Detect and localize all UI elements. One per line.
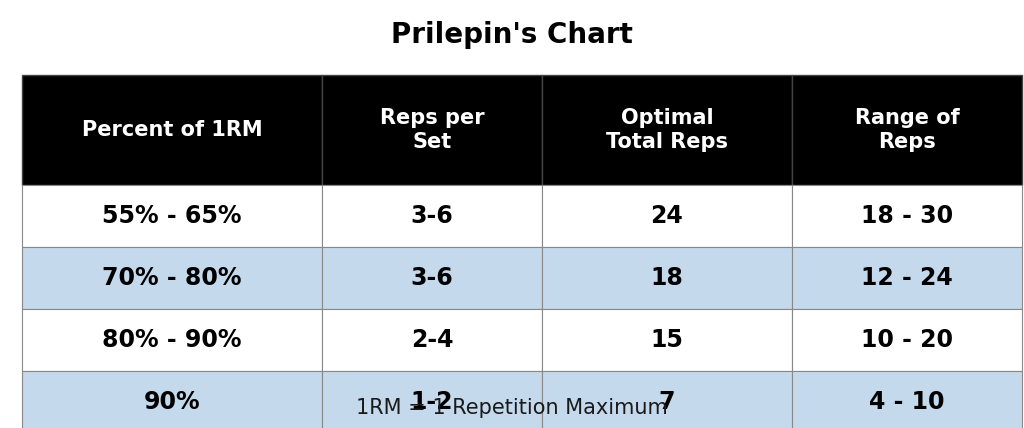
Bar	[322, 75, 542, 185]
Text: 15: 15	[650, 328, 683, 352]
Bar	[792, 247, 1022, 309]
Text: 90%: 90%	[143, 390, 201, 414]
Bar	[792, 75, 1022, 185]
Text: 1RM = 1 Repetition Maximum: 1RM = 1 Repetition Maximum	[356, 398, 668, 418]
Bar	[22, 185, 322, 247]
Bar	[322, 309, 542, 371]
Text: 80% - 90%: 80% - 90%	[102, 328, 242, 352]
Bar	[542, 247, 792, 309]
Text: 55% - 65%: 55% - 65%	[102, 204, 242, 228]
Text: Reps per
Set: Reps per Set	[380, 108, 484, 152]
Text: 3-6: 3-6	[411, 204, 454, 228]
Bar	[22, 75, 322, 185]
Bar	[542, 185, 792, 247]
Bar	[22, 247, 322, 309]
Bar	[542, 75, 792, 185]
Bar	[792, 371, 1022, 428]
Bar	[322, 371, 542, 428]
Text: 24: 24	[650, 204, 683, 228]
Text: Percent of 1RM: Percent of 1RM	[82, 120, 262, 140]
Bar	[322, 185, 542, 247]
Text: 7: 7	[658, 390, 675, 414]
Text: 4 - 10: 4 - 10	[869, 390, 945, 414]
Bar	[322, 247, 542, 309]
Bar	[792, 185, 1022, 247]
Text: 18 - 30: 18 - 30	[861, 204, 953, 228]
Bar	[22, 309, 322, 371]
Text: 1-2: 1-2	[411, 390, 454, 414]
Text: Range of
Reps: Range of Reps	[855, 108, 959, 152]
Text: 3-6: 3-6	[411, 266, 454, 290]
Text: 70% - 80%: 70% - 80%	[102, 266, 242, 290]
Text: 10 - 20: 10 - 20	[861, 328, 953, 352]
Bar	[542, 371, 792, 428]
Text: 2-4: 2-4	[411, 328, 454, 352]
Bar	[792, 309, 1022, 371]
Bar	[22, 371, 322, 428]
Text: 12 - 24: 12 - 24	[861, 266, 953, 290]
Text: Prilepin's Chart: Prilepin's Chart	[391, 21, 633, 49]
Text: Optimal
Total Reps: Optimal Total Reps	[606, 108, 728, 152]
Bar	[542, 309, 792, 371]
Text: 18: 18	[650, 266, 683, 290]
